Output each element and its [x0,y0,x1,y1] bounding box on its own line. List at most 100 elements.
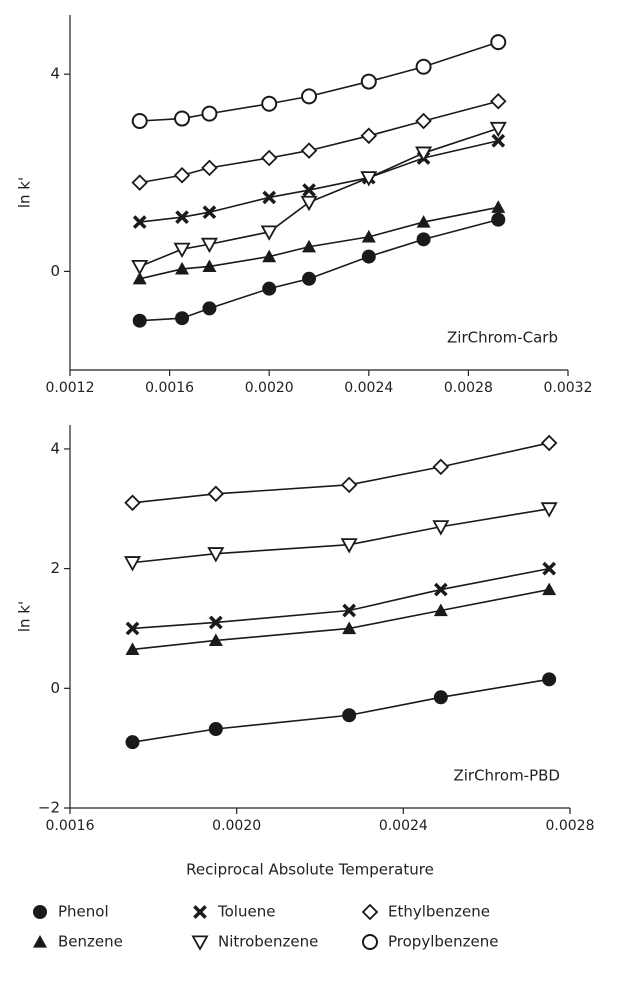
marker [433,582,448,597]
x-tick-label: 0.0028 [444,380,493,396]
marker [432,520,450,536]
series-line [139,100,499,184]
marker [415,112,432,130]
marker [416,215,431,228]
marker [173,242,191,259]
marker [361,229,376,243]
y-tick-label: −2 [38,799,60,817]
x-tick-label: 0.0012 [46,380,95,396]
marker [490,93,507,110]
marker [491,133,506,148]
series-line [132,567,550,630]
marker [125,621,140,636]
legend-label: Ethylbenzene [388,903,490,921]
marker [342,708,357,723]
marker [175,210,189,224]
marker [202,205,217,220]
x-tick-label: 0.0016 [46,818,95,834]
series-line [132,442,550,504]
marker [360,171,378,187]
marker [131,259,149,276]
marker [131,113,148,130]
marker [201,105,218,122]
x-axis-label: Reciprocal Absolute Temperature [186,861,434,879]
y-tick-label: 0 [50,262,60,280]
marker [300,195,318,212]
y-axis-label: ln k' [16,601,34,632]
legend-marker [193,905,207,919]
x-tick-label: 0.0028 [546,818,595,834]
marker [202,301,217,316]
marker [207,485,225,503]
marker [208,615,223,630]
marker [342,603,357,618]
marker [200,237,218,254]
series-line [132,507,550,564]
marker [342,621,357,635]
y-tick-label: 4 [50,439,60,457]
marker [208,722,223,737]
marker [131,174,148,191]
marker [123,556,142,572]
legend-label: Toluene [217,903,275,921]
series-line [139,41,499,122]
legend-marker [191,935,209,951]
marker [262,249,277,263]
y-tick-label: 4 [50,65,60,83]
series-line [139,206,499,280]
marker [302,239,317,253]
marker [360,127,378,145]
marker [489,121,507,138]
legend-label: Propylbenzene [388,933,498,951]
y-axis-label: ln k' [16,177,34,208]
marker [360,73,377,90]
marker [340,476,358,494]
marker [542,582,557,596]
legend-label: Phenol [58,903,109,921]
marker [415,58,432,75]
marker [416,232,431,247]
marker [174,110,191,127]
marker [260,225,278,241]
marker [207,547,225,563]
marker [302,183,316,197]
marker [262,281,277,296]
marker [261,95,278,112]
series-line [139,139,499,223]
marker [125,642,140,656]
annotation: ZirChrom-PBD [453,767,560,785]
x-tick-label: 0.0024 [379,818,428,834]
x-tick-label: 0.0016 [145,380,194,396]
series-line [132,678,550,743]
marker [542,672,557,687]
marker [175,311,190,326]
marker [490,34,507,51]
marker [300,142,318,159]
marker [301,88,318,105]
series-line [132,588,550,651]
marker [433,690,448,705]
x-tick-label: 0.0020 [245,380,294,396]
x-tick-label: 0.0032 [544,380,593,396]
marker [540,434,558,452]
marker [432,458,450,476]
marker [491,212,506,227]
marker [415,146,433,162]
marker [124,494,141,512]
marker [260,149,278,167]
marker [433,603,448,617]
legend-marker [362,934,378,950]
marker [361,249,376,264]
marker [132,313,147,328]
marker [201,159,218,177]
marker [542,561,557,576]
marker [175,261,190,275]
series-line [139,218,499,322]
legend-marker [33,905,47,919]
marker [125,735,140,750]
marker [540,502,558,518]
marker [491,200,506,213]
marker [262,190,277,205]
